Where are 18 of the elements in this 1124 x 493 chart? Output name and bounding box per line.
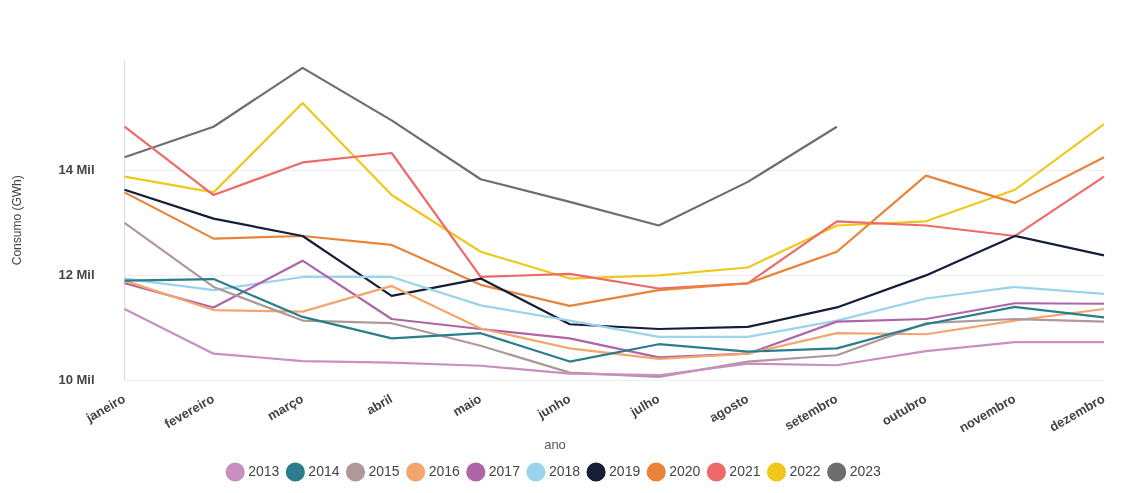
legend-label: 2014 <box>308 462 340 479</box>
x-tick-label: maio <box>450 390 485 420</box>
x-tick-label: abril <box>363 390 395 418</box>
legend-label: 2017 <box>488 462 521 479</box>
legend-label: 2023 <box>849 462 882 479</box>
legend-title: ano <box>544 437 566 453</box>
y-tick-label: 10 Mil <box>58 372 95 388</box>
legend-label: 2013 <box>248 462 280 479</box>
legend-label: 2018 <box>548 462 581 479</box>
legend-label: 2021 <box>729 462 761 479</box>
legend-label: 2022 <box>789 462 821 479</box>
y-tick-label: 14 Mil <box>58 161 95 177</box>
legend-label: 2016 <box>428 462 460 479</box>
y-tick-label: 12 Mil <box>58 266 95 282</box>
y-axis-title: Consumo (GWh) <box>9 175 24 266</box>
legend-label: 2020 <box>669 462 701 479</box>
legend-label: 2019 <box>609 462 641 479</box>
legend-label: 2015 <box>368 462 400 479</box>
